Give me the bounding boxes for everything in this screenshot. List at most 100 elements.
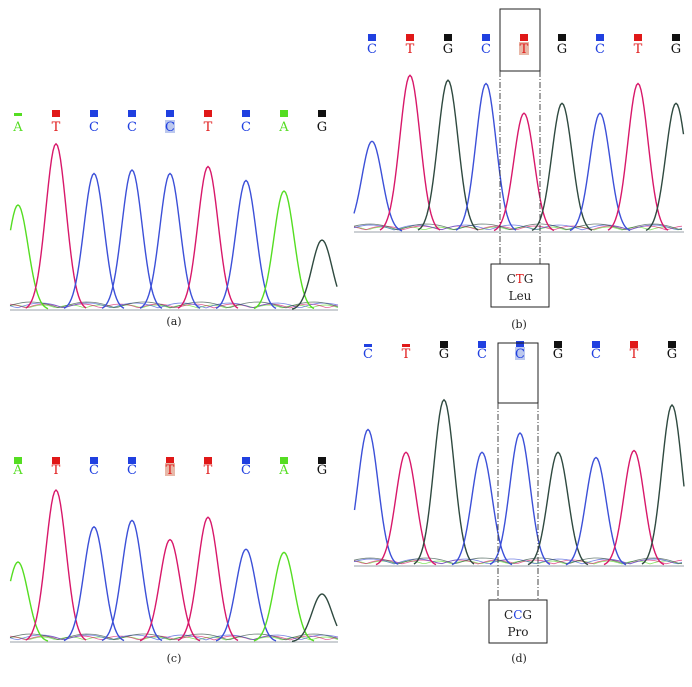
base-letter-d-1: C	[363, 347, 373, 362]
base-letter-b-3: G	[443, 42, 453, 57]
base-letter-a-1: A	[12, 120, 23, 135]
peak-b-1	[353, 140, 403, 232]
base-letter-a-3: C	[89, 120, 99, 135]
peak-c-8	[253, 551, 315, 642]
base-letter-b-5: T	[520, 42, 529, 57]
panel-label-b: (b)	[511, 318, 527, 331]
base-highlight-b	[519, 42, 529, 55]
base-letter-b-6: G	[557, 42, 567, 57]
codon-letter-b-3: G	[524, 272, 534, 286]
base-letter-c-9: G	[317, 463, 327, 478]
base-letter-c-7: C	[241, 463, 251, 478]
base-letter-d-8: T	[630, 347, 639, 362]
base-letter-c-2: T	[52, 463, 61, 478]
peak-b-9	[645, 102, 685, 232]
peak-a-7	[215, 179, 277, 310]
legend-square-a-6	[204, 110, 212, 117]
base-letter-a-5: C	[165, 120, 175, 135]
base-letter-a-4: C	[127, 120, 137, 135]
peak-b-7	[569, 112, 631, 232]
peak-a-8	[253, 190, 315, 310]
base-letter-c-1: A	[12, 463, 23, 478]
noise-trace-a-3	[9, 301, 339, 309]
base-letter-d-5: C	[515, 347, 525, 362]
peak-c-2	[25, 488, 87, 641]
legend-square-a-4	[128, 110, 136, 117]
noise-trace-c-2	[9, 634, 339, 641]
base-letter-b-1: C	[367, 42, 377, 57]
legend-square-d-4	[478, 341, 486, 348]
peak-d-4	[451, 451, 513, 566]
legend-square-d-6	[554, 341, 562, 348]
legend-square-a-7	[242, 110, 250, 117]
codon-letter-d-1: C	[504, 608, 513, 622]
legend-square-b-4	[482, 34, 490, 41]
legend-square-c-4	[128, 457, 136, 464]
base-letter-c-4: C	[127, 463, 137, 478]
amino-acid-d: Pro	[507, 625, 528, 639]
legend-square-a-2	[52, 110, 60, 117]
base-letter-a-9: G	[317, 120, 327, 135]
peak-a-2	[25, 142, 87, 309]
noise-trace-d-3	[353, 557, 683, 565]
base-letter-d-3: G	[439, 347, 449, 362]
codon-letter-b-1: C	[507, 272, 516, 286]
panel-a: A T C C C T C A G (a)	[9, 110, 339, 328]
base-letter-d-7: C	[591, 347, 601, 362]
legend-square-c-2	[52, 457, 60, 464]
base-letter-a-7: C	[241, 120, 251, 135]
peak-c-5	[139, 538, 201, 642]
peak-c-7	[215, 548, 277, 642]
peak-a-6	[177, 165, 239, 309]
mutation-box-b	[499, 8, 541, 72]
legend-square-b-6	[558, 34, 566, 41]
panel-label-c: (c)	[167, 652, 182, 665]
legend-square-b-2	[406, 34, 414, 41]
codon-box-b	[490, 263, 550, 308]
peak-d-7	[565, 456, 627, 566]
base-letter-a-2: T	[52, 120, 61, 135]
peak-c-3	[63, 525, 125, 642]
legend-square-b-7	[596, 34, 604, 41]
base-highlight-a	[165, 120, 175, 133]
peak-d-5	[489, 432, 551, 566]
codon-box-d	[488, 599, 548, 644]
legend-square-b-3	[444, 34, 452, 41]
legend-square-c-3	[90, 457, 98, 464]
legend-square-b-9	[672, 34, 680, 41]
peak-c-1	[9, 561, 49, 642]
peak-b-6	[531, 102, 593, 232]
peak-a-1	[9, 204, 49, 310]
codon-b: CTG	[507, 272, 534, 286]
codon-d: CCG	[504, 608, 532, 622]
legend-square-a-5	[166, 110, 174, 117]
base-letter-d-6: G	[553, 347, 563, 362]
legend-square-a-9	[318, 110, 326, 117]
peak-b-3	[417, 79, 479, 231]
legend-square-a-8	[280, 110, 288, 117]
base-letter-d-4: C	[477, 347, 487, 362]
peak-a-5	[139, 172, 201, 309]
legend-square-c-7	[242, 457, 250, 464]
peak-d-9	[641, 403, 685, 565]
mutation-box-d	[497, 342, 539, 404]
legend-square-b-1	[368, 34, 376, 41]
codon-letter-d-3: G	[522, 608, 532, 622]
legend-square-c-6	[204, 457, 212, 464]
legend-square-a-1	[14, 113, 22, 116]
base-letter-c-8: A	[278, 463, 289, 478]
peak-c-4	[101, 519, 163, 642]
codon-letter-b-2: T	[516, 272, 524, 286]
base-letter-d-9: G	[667, 347, 677, 362]
legend-square-d-2	[402, 344, 410, 347]
peak-d-1	[353, 428, 399, 565]
legend-square-c-9	[318, 457, 326, 464]
peak-a-9	[291, 239, 338, 310]
peak-d-8	[603, 449, 665, 566]
peak-a-4	[101, 169, 163, 309]
base-letter-b-2: T	[406, 42, 415, 57]
base-letter-c-3: C	[89, 463, 99, 478]
panel-c: A T C C T T C A G (c)	[9, 457, 339, 665]
peak-d-6	[527, 451, 589, 566]
